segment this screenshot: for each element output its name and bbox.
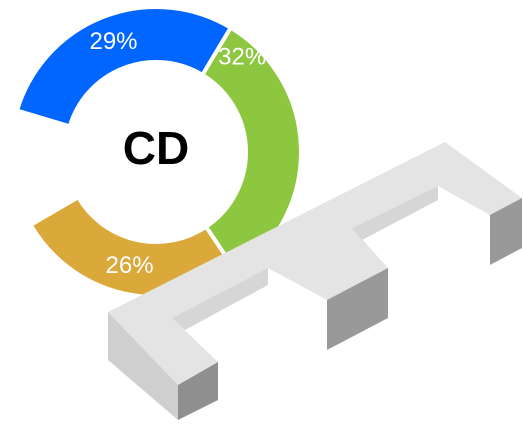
shape-inner	[172, 268, 268, 330]
slice-label: 26%	[106, 252, 154, 279]
shape-top	[108, 142, 522, 385]
shape-front	[178, 362, 218, 420]
shape-front	[327, 268, 388, 350]
shape-left-side	[108, 312, 178, 420]
slice-label: 32%	[218, 43, 266, 70]
slice	[14, 5, 234, 129]
shape-front	[490, 198, 522, 265]
3d-shape	[108, 142, 522, 420]
donut: 32% 26% 29%	[14, 5, 303, 299]
center-label: CD	[123, 122, 189, 174]
shape-inner	[352, 186, 438, 240]
slice-label: 29%	[89, 28, 137, 55]
